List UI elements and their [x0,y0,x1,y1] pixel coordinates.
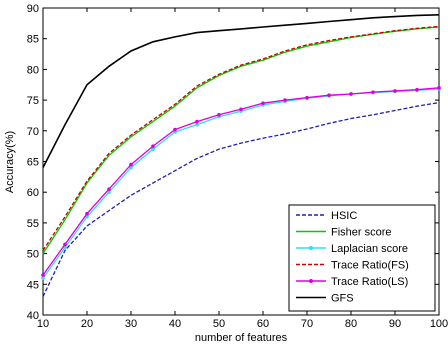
series-point-4 [305,95,309,100]
legend-marker-4 [309,279,313,283]
series-point-4 [173,127,177,132]
legend: HSIC Fisher score Laplacian score Trace Rat… [288,204,436,312]
x-tick-label: 40 [169,318,181,330]
series-point-2 [41,276,45,280]
y-tick-label: 65 [27,157,39,169]
y-axis-label: Accuracy(%) [4,131,16,193]
x-tick-label: 60 [257,318,269,330]
series-point-4 [283,98,287,102]
x-tick-label: 100 [430,318,448,330]
y-tick-label: 50 [27,249,39,261]
y-tick-label: 85 [27,34,39,46]
series-point-4 [151,144,155,148]
series-point-2 [107,190,111,194]
y-tick-label: 75 [27,95,39,107]
series-point-4 [195,119,199,124]
y-tick-label: 60 [27,187,39,199]
y-tick-label: 40 [27,310,39,322]
series-line-0 [42,101,440,297]
series-point-4 [239,107,243,112]
x-tick-label: 90 [389,318,401,330]
y-tick-label: 45 [27,279,39,291]
legend-label-0: HSIC [331,210,357,222]
axis-ticks: 10 20 30 40 50 60 70 80 90 100 40 45 50 55 60 65 70 75 80 8… [27,3,448,330]
legend-label-4: Trace Ratio(LS) [331,276,408,288]
y-tick-label: 70 [27,126,39,138]
y-tick-label: 80 [27,64,39,76]
series-point-4 [327,93,331,97]
legend-label-2: Laplacian score [331,243,408,255]
series-point-2 [129,165,133,170]
series-line-3 [42,25,440,251]
series-point-4 [85,211,89,216]
series-point-4 [415,87,419,92]
series-point-4 [371,90,375,94]
series-point-4 [41,273,45,277]
legend-label-3: Trace Ratio(FS) [331,260,409,272]
y-tick-label: 90 [27,3,39,15]
x-axis-label: number of features [195,332,288,344]
series-point-4 [217,113,221,117]
series-point-4 [129,162,133,167]
legend-label-1: Fisher score [331,227,392,239]
series-point-2 [151,147,155,152]
series-point-4 [393,89,397,93]
legend-box [288,204,436,312]
x-tick-label: 70 [301,318,313,330]
series-point-4 [349,92,353,96]
x-tick-label: 10 [37,318,49,330]
x-tick-label: 80 [345,318,357,330]
x-tick-label: 20 [81,318,93,330]
series-point-4 [437,86,441,90]
series-line-1 [42,26,440,254]
x-tick-label: 50 [213,318,225,330]
series-point-4 [261,101,265,105]
y-tick-label: 55 [27,218,39,230]
x-tick-label: 30 [125,318,137,330]
legend-label-5: GFS [331,293,354,305]
series-line-5 [42,14,440,168]
series-point-2 [195,122,199,127]
series-point-4 [107,187,111,191]
series-layer [41,14,441,297]
legend-marker-2 [309,246,313,250]
series-point-4 [63,242,67,247]
